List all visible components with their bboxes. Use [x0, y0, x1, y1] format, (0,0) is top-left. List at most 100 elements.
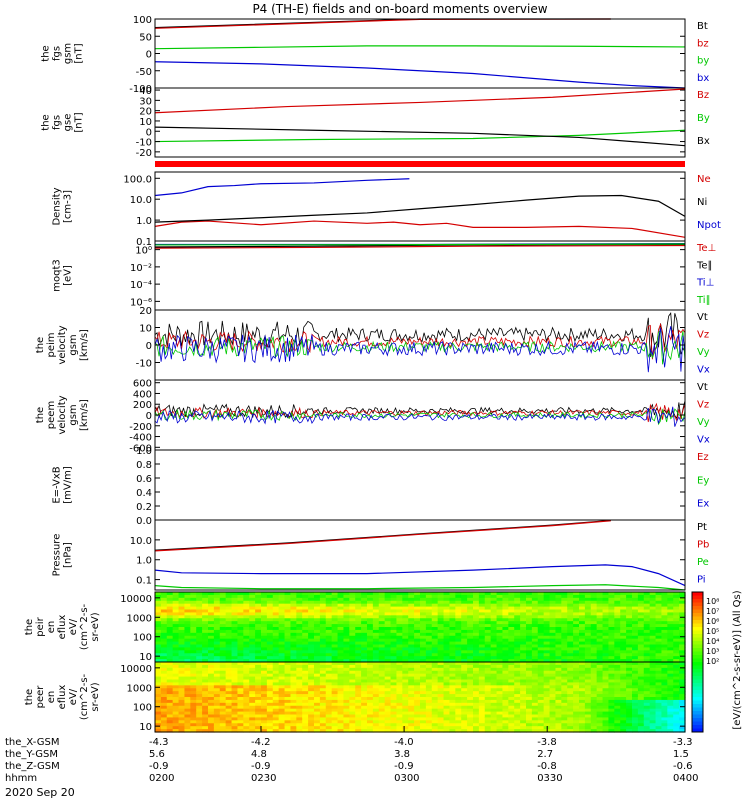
heat-cell — [213, 635, 221, 640]
heat-cell — [284, 720, 292, 724]
heat-cell — [531, 688, 539, 692]
y-tick-label: 40 — [139, 86, 152, 97]
heat-cell — [655, 717, 663, 721]
heat-cell — [308, 644, 315, 649]
heat-cell — [396, 629, 403, 634]
heat-cell — [290, 662, 297, 666]
heat-cell — [655, 662, 663, 666]
heat-cell — [331, 612, 339, 616]
heat-cell — [390, 682, 398, 686]
heat-cell — [478, 594, 486, 599]
heat-cell — [278, 729, 286, 733]
heat-cell — [178, 708, 186, 713]
heat-cell — [355, 638, 362, 643]
heat-cell — [249, 702, 256, 707]
heat-cell — [496, 594, 504, 599]
heat-cell — [579, 644, 586, 649]
heat-cell — [213, 682, 221, 686]
heat-cell — [496, 697, 504, 701]
heat-cell — [655, 603, 663, 608]
heat-cell — [390, 699, 398, 704]
heat-cell — [184, 632, 191, 637]
heat-cell — [461, 708, 468, 713]
heat-cell — [520, 656, 527, 660]
heat-cell — [155, 694, 162, 698]
heat-cell — [420, 714, 427, 719]
heat-cell — [178, 618, 186, 622]
heat-cell — [272, 650, 280, 654]
heat-cell — [596, 664, 604, 669]
heat-cell — [608, 691, 615, 695]
heat-cell — [372, 682, 380, 686]
heat-cell — [155, 664, 162, 669]
heat-cell — [484, 699, 492, 704]
heat-cell — [520, 702, 527, 707]
heat-cell — [590, 635, 598, 640]
heat-cell — [443, 664, 451, 669]
colorbar-segment — [692, 665, 703, 670]
heat-cell — [160, 632, 168, 637]
heat-cell — [643, 597, 651, 602]
heat-cell — [437, 676, 445, 681]
heat-cell — [573, 659, 580, 663]
heat-cell — [520, 664, 527, 669]
heat-cell — [437, 720, 445, 724]
heat-cell — [490, 691, 498, 695]
heat-cell — [555, 688, 562, 692]
heat-cell — [573, 664, 580, 669]
heat-cell — [608, 682, 615, 686]
heat-cell — [361, 670, 368, 675]
heat-cell — [602, 615, 610, 619]
series-Te⊥ — [154, 244, 686, 249]
heat-cell — [290, 624, 297, 628]
heat-cell — [261, 697, 268, 701]
heat-cell — [649, 635, 657, 640]
heat-cell — [579, 691, 586, 695]
heat-cell — [290, 673, 297, 678]
heat-cell — [614, 592, 621, 596]
heat-cell — [425, 664, 433, 669]
heat-cell — [484, 647, 492, 651]
heat-cell — [443, 615, 451, 619]
heat-cell — [425, 726, 433, 730]
heat-cell — [408, 697, 415, 701]
heat-cell — [620, 624, 627, 628]
heat-cell — [667, 656, 674, 660]
heat-cell — [355, 705, 362, 710]
heat-cell — [449, 659, 456, 663]
heat-cell — [549, 618, 557, 622]
heat-cell — [284, 612, 292, 616]
heat-cell — [284, 659, 292, 663]
heat-cell — [667, 676, 674, 681]
heat-cell — [325, 627, 333, 631]
heat-cell — [590, 592, 598, 596]
heat-cell — [602, 676, 610, 681]
heat-cell — [314, 650, 321, 654]
heat-cell — [584, 720, 592, 724]
heat-cell — [620, 714, 627, 719]
heat-cell — [626, 659, 633, 663]
heat-cell — [155, 667, 162, 672]
heat-cell — [261, 624, 268, 628]
colorbar-segment — [692, 683, 703, 687]
heat-cell — [602, 723, 610, 727]
heat-cell — [296, 720, 303, 724]
heat-cell — [219, 621, 227, 625]
heat-cell — [402, 618, 409, 622]
heat-cell — [361, 650, 368, 654]
heat-cell — [302, 723, 309, 727]
legend-Vz: Vz — [697, 330, 709, 341]
heat-cell — [478, 606, 486, 611]
heat-cell — [155, 638, 162, 643]
heat-cell — [302, 702, 309, 707]
heat-cell — [325, 694, 333, 698]
heat-cell — [372, 594, 380, 599]
heat-cell — [296, 647, 303, 651]
heat-cell — [596, 702, 604, 707]
series-Bz — [154, 88, 686, 114]
heat-cell — [184, 685, 191, 689]
heat-cell — [596, 600, 604, 605]
heat-cell — [255, 653, 262, 657]
heat-cell — [319, 723, 327, 727]
heat-cell — [508, 597, 515, 602]
